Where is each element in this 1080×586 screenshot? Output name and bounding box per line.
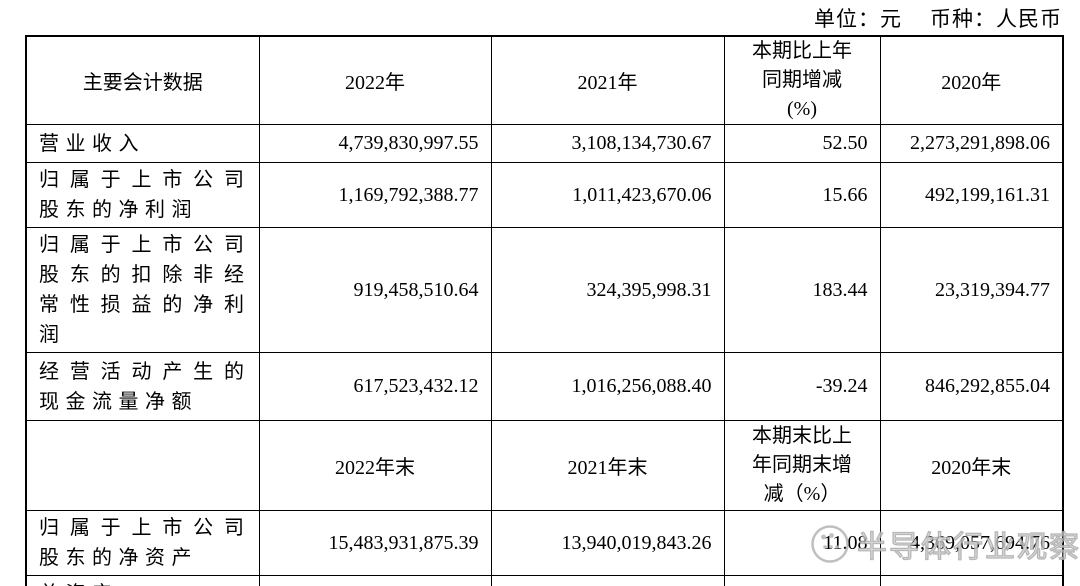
header-cell-2022: 2022年 <box>258 35 492 125</box>
header-cell-2020: 2020年 <box>879 35 1064 125</box>
row-label: 归属于上市公司股东的扣除非经常性损益的净利润 <box>25 227 260 353</box>
value-2021: 1,016,256,088.40 <box>490 352 725 421</box>
header-cell-yoy-change: 本期比上年 同期增减 (%) <box>723 35 881 125</box>
table-row-operating-cash-flow: 经营活动产生的现金流量净额 617,523,432.12 1,016,256,0… <box>25 352 1064 421</box>
value-2022: 617,523,432.12 <box>258 352 492 421</box>
header-cell-empty <box>25 420 260 511</box>
row-label: 经营活动产生的现金流量净额 <box>25 352 260 421</box>
value-2020: 846,292,855.04 <box>879 352 1064 421</box>
header-cell-2020-end: 2020年末 <box>879 420 1064 511</box>
end-of-period-header-row: 2022年末 2021年末 本期末比上 年同期末增 减（%） 2020年末 <box>25 420 1064 511</box>
value-2022: 1,169,792,388.77 <box>258 162 492 228</box>
value-2020: 23,319,394.77 <box>879 227 1064 353</box>
value-2022: 919,458,510.64 <box>258 227 492 353</box>
value-2021: 13,940,019,843.26 <box>490 510 725 576</box>
value-2020: 2,273,291,898.06 <box>879 124 1064 163</box>
row-label: 总资产 <box>25 575 260 586</box>
header-cell-2021: 2021年 <box>490 35 725 125</box>
table-row-total-assets: 总资产 20,034,781,468.88 16,732,989,003.95 … <box>25 575 1064 586</box>
table-row-operating-revenue: 营业收入 4,739,830,997.55 3,108,134,730.67 5… <box>25 124 1064 163</box>
value-change-pct: 19.73 <box>723 575 881 586</box>
header-cell-eop-change: 本期末比上 年同期末增 减（%） <box>723 420 881 511</box>
value-2021: 1,011,423,670.06 <box>490 162 725 228</box>
value-2021: 3,108,134,730.67 <box>490 124 725 163</box>
unit-label: 单位：元 <box>814 7 902 31</box>
table-row-net-assets: 归属于上市公司股东的净资产 15,483,931,875.39 13,940,0… <box>25 510 1064 576</box>
row-label: 归属于上市公司股东的净利润 <box>25 162 260 228</box>
row-label: 营业收入 <box>25 124 260 163</box>
header-cell-label: 主要会计数据 <box>25 35 260 125</box>
table-row-net-profit-excl-nonrecurring: 归属于上市公司股东的扣除非经常性损益的净利润 919,458,510.64 32… <box>25 227 1064 353</box>
unit-currency-note: 单位：元 币种：人民币 <box>814 3 1062 33</box>
value-2020: 492,199,161.31 <box>879 162 1064 228</box>
value-change-pct: 15.66 <box>723 162 881 228</box>
value-change-pct: 183.44 <box>723 227 881 353</box>
table-row-net-profit: 归属于上市公司股东的净利润 1,169,792,388.77 1,011,423… <box>25 162 1064 228</box>
value-2020: 5,800,876,895.94 <box>879 575 1064 586</box>
annual-header-row: 主要会计数据 2022年 2021年 本期比上年 同期增减 (%) 2020年 <box>25 35 1064 125</box>
value-change-pct: -39.24 <box>723 352 881 421</box>
header-cell-2022-end: 2022年末 <box>258 420 492 511</box>
row-label: 归属于上市公司股东的净资产 <box>25 510 260 576</box>
value-2022: 15,483,931,875.39 <box>258 510 492 576</box>
value-2021: 324,395,998.31 <box>490 227 725 353</box>
key-accounting-data-table: 主要会计数据 2022年 2021年 本期比上年 同期增减 (%) 2020年 … <box>25 35 1064 586</box>
currency-label: 币种：人民币 <box>930 7 1062 31</box>
value-change-pct: 11.08 <box>723 510 881 576</box>
value-2022: 20,034,781,468.88 <box>258 575 492 586</box>
value-change-pct: 52.50 <box>723 124 881 163</box>
header-cell-2021-end: 2021年末 <box>490 420 725 511</box>
value-2021: 16,732,989,003.95 <box>490 575 725 586</box>
value-2022: 4,739,830,997.55 <box>258 124 492 163</box>
value-2020: 4,369,057,694.76 <box>879 510 1064 576</box>
